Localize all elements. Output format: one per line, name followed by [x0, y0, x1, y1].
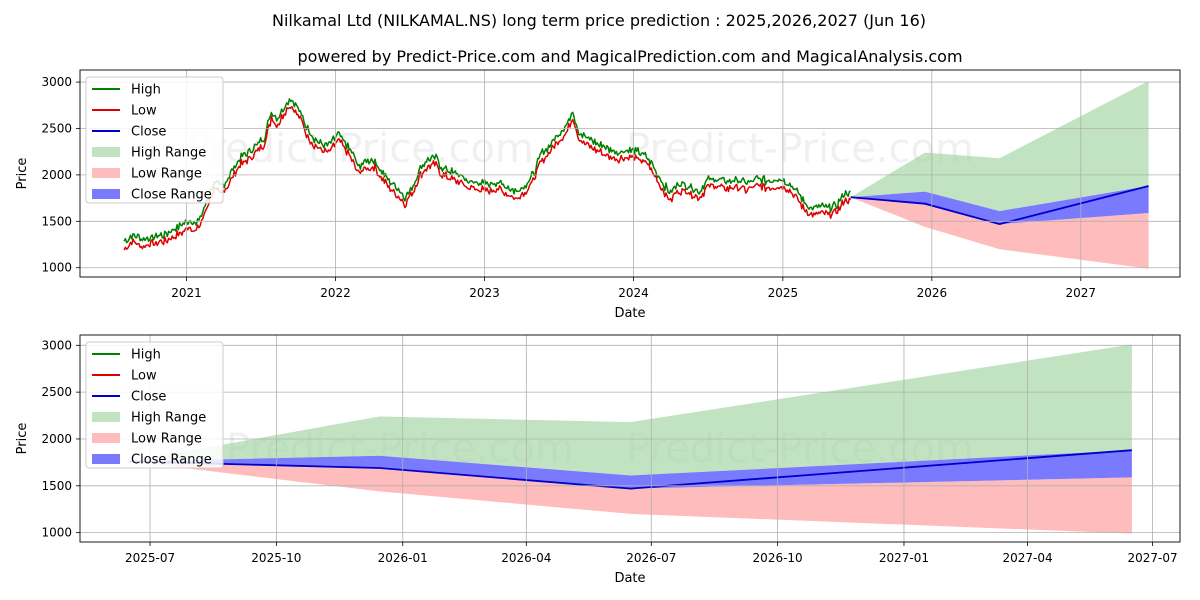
- legend-label: Low: [131, 104, 157, 119]
- watermark-text: Predict-Price.com: [626, 276, 974, 322]
- y-tick-label: 2000: [41, 168, 72, 182]
- plot-area: Predict-Price.com Predict-Price.com Predic…: [123, 81, 1149, 322]
- y-tick-label: 3000: [41, 75, 72, 89]
- y-tick-label: 2000: [41, 432, 72, 446]
- close-series-line: [850, 185, 1149, 226]
- x-tick-label: 2026: [917, 286, 948, 300]
- y-axis-label: Price: [15, 158, 30, 190]
- y-tick-label: 1500: [41, 479, 72, 493]
- legend-label: Close Range: [131, 453, 212, 468]
- x-axis-label: Date: [614, 306, 645, 321]
- close-series-line: [129, 449, 1132, 490]
- y-tick-label: 1500: [41, 214, 72, 228]
- low-series-line: [123, 105, 852, 251]
- high-range-area: [850, 81, 1149, 212]
- x-tick-label: 2024: [618, 286, 649, 300]
- plot-frame: [79, 334, 1181, 543]
- x-axis-label: Date: [614, 571, 645, 586]
- y-tick-label: 1000: [41, 261, 72, 275]
- x-tick-label: 2026-10: [753, 551, 803, 565]
- x-tick-label: 2027-04: [1002, 551, 1052, 565]
- y-axis-label: Price: [15, 423, 30, 455]
- legend: High Low Close High Range Low Range Close Ran…: [85, 341, 224, 469]
- x-tick-label: 2027-07: [1127, 551, 1177, 565]
- axes: 2025-07 2025-10 2026-01 2026-04 2026-07 2026-…: [41, 335, 1180, 565]
- legend-label: High: [131, 83, 161, 98]
- legend-swatch-low-range: [92, 168, 120, 178]
- high-series-line: [123, 98, 851, 244]
- legend-label: Low Range: [131, 167, 202, 182]
- close-range-area: [850, 186, 1149, 225]
- history-panel: Predict-Price.com Predict-Price.com Predic…: [15, 69, 1181, 322]
- x-tick-label: 2027-01: [879, 551, 929, 565]
- legend-label: Close: [131, 390, 166, 405]
- legend-label: Low Range: [131, 432, 202, 447]
- legend-label: Close: [131, 125, 166, 140]
- chart-subtitle: powered by Predict-Price.com and Magical…: [297, 47, 962, 66]
- legend-label: Close Range: [131, 188, 212, 203]
- forecast-panel: Predict-Price.comPredict-Price.com2025-0…: [15, 334, 1181, 586]
- x-tick-label: 2026-01: [378, 551, 428, 565]
- legend-swatch-close-range: [92, 454, 120, 464]
- legend-label: High: [131, 348, 161, 363]
- watermark-text: Predict-Price.com: [226, 276, 574, 322]
- legend-swatch-high-range: [92, 412, 120, 422]
- legend-box: [85, 76, 224, 204]
- high-range-area: [129, 344, 1132, 476]
- x-tick-label: 2021: [171, 286, 202, 300]
- legend-label: High Range: [131, 411, 206, 426]
- low-range-area: [129, 461, 1132, 534]
- legend-swatch-low-range: [92, 433, 120, 443]
- watermark-text: Predict-Price.com: [186, 126, 534, 172]
- low-range-area: [850, 197, 1149, 269]
- close-range-area: [129, 450, 1132, 489]
- x-tick-label: 2026-07: [626, 551, 676, 565]
- legend-swatch-high-range: [92, 147, 120, 157]
- legend: High Low Close High Range Low Range Close Ran…: [85, 76, 224, 204]
- y-tick-label: 3000: [41, 338, 72, 352]
- y-tick-label: 2500: [41, 385, 72, 399]
- y-tick-label: 2500: [41, 121, 72, 135]
- legend-label: Low: [131, 369, 157, 384]
- x-tick-label: 2026-04: [501, 551, 551, 565]
- watermark: Predict-Price.com Predict-Price.com Predic…: [186, 126, 974, 322]
- x-tick-label: 2025-07: [125, 551, 175, 565]
- legend-swatch-close-range: [92, 189, 120, 199]
- chart-title: Nilkamal Ltd (NILKAMAL.NS) long term pri…: [272, 11, 926, 30]
- legend-label: High Range: [131, 146, 206, 161]
- x-tick-label: 2025-10: [251, 551, 301, 565]
- x-tick-label: 2027: [1066, 286, 1097, 300]
- x-tick-label: 2025: [768, 286, 799, 300]
- y-tick-label: 1000: [41, 526, 72, 540]
- legend-box: [85, 341, 224, 469]
- x-tick-label: 2022: [320, 286, 351, 300]
- x-tick-label: 2023: [469, 286, 500, 300]
- plot-frame: [79, 69, 1181, 278]
